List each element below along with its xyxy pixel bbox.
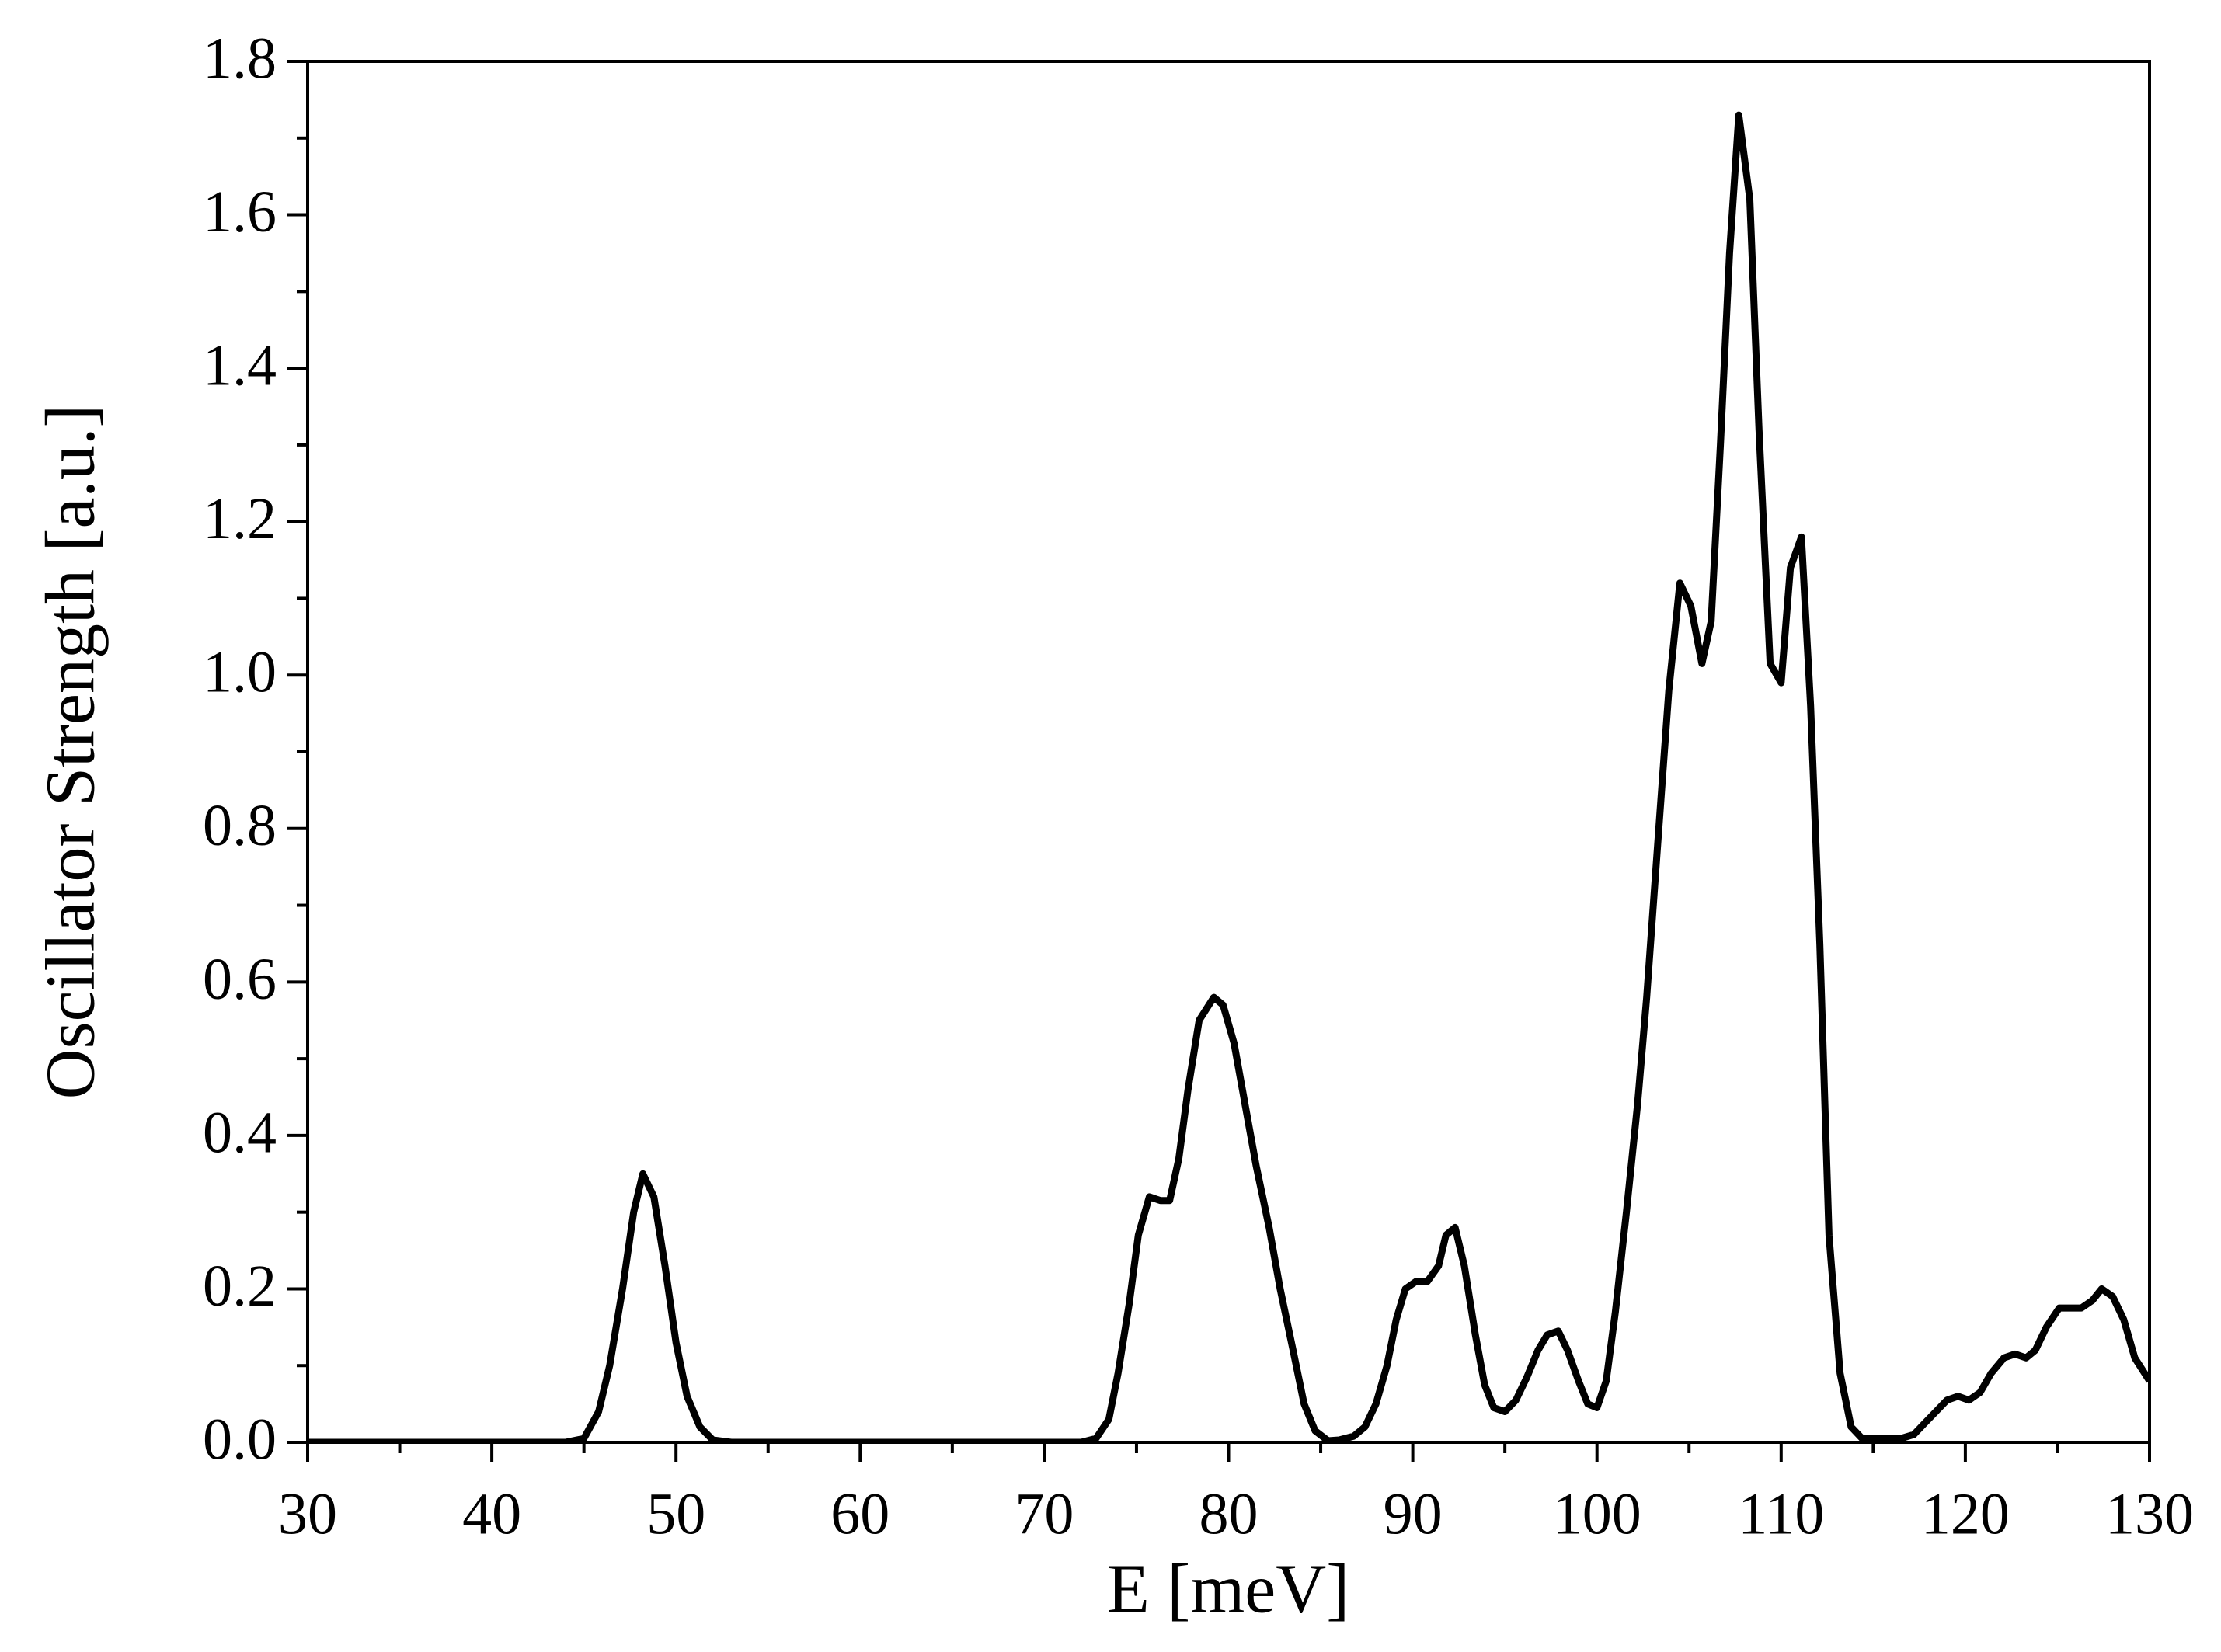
x-tick-label: 100 [1553, 1481, 1641, 1546]
y-tick-label: 0.0 [203, 1407, 277, 1472]
x-tick-label: 50 [646, 1481, 705, 1546]
y-tick-label: 1.8 [203, 26, 277, 91]
y-tick-label: 1.0 [203, 640, 277, 705]
data-line [308, 111, 2150, 1442]
x-tick-label: 60 [830, 1481, 889, 1546]
x-tick-label: 120 [1921, 1481, 2010, 1546]
x-tick-label: 130 [2105, 1481, 2194, 1546]
x-axis-title: E [meV] [1107, 1551, 1349, 1628]
y-axis-title: Oscillator Strength [a.u.] [33, 405, 110, 1100]
y-tick-label: 1.4 [203, 333, 277, 398]
x-tick-label: 40 [462, 1481, 521, 1546]
y-tick-label: 0.8 [203, 793, 277, 858]
x-tick-label: 90 [1384, 1481, 1443, 1546]
y-tick-label: 0.6 [203, 947, 277, 1012]
y-tick-label: 0.4 [203, 1100, 277, 1165]
y-tick-label: 0.2 [203, 1254, 277, 1319]
plot-frame [306, 60, 2151, 1444]
x-tick-label: 70 [1015, 1481, 1074, 1546]
x-tick-label: 80 [1199, 1481, 1258, 1546]
x-tick-label: 110 [1738, 1481, 1824, 1546]
y-tick-label: 1.2 [203, 486, 277, 551]
x-tick-label: 30 [278, 1481, 337, 1546]
y-tick-label: 1.6 [203, 179, 277, 245]
